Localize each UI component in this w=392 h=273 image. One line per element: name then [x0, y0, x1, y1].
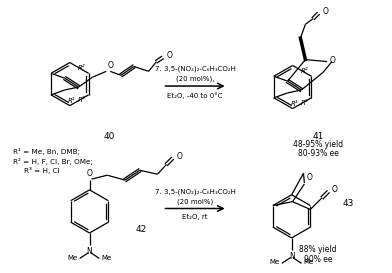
Text: O: O — [330, 56, 336, 65]
Text: R¹ = Me, Bn, DMB;: R¹ = Me, Bn, DMB; — [13, 148, 80, 155]
Text: 40: 40 — [103, 132, 115, 141]
Text: R³ = H, Cl: R³ = H, Cl — [24, 167, 60, 174]
Text: R³: R³ — [301, 100, 309, 106]
Text: 88% yield: 88% yield — [299, 245, 337, 254]
Text: 7. 3,5-(NO₂)₂-C₆H₃CO₂H: 7. 3,5-(NO₂)₂-C₆H₃CO₂H — [154, 66, 236, 72]
Text: R²: R² — [78, 65, 85, 71]
Text: 41: 41 — [312, 132, 324, 141]
Text: Me: Me — [303, 259, 314, 265]
Text: (20 mol%),: (20 mol%), — [176, 76, 214, 82]
Text: O: O — [322, 7, 328, 16]
Text: Me: Me — [67, 254, 78, 260]
Text: Me: Me — [270, 259, 280, 265]
Text: 43: 43 — [342, 199, 354, 208]
Text: 80-93% ee: 80-93% ee — [298, 149, 339, 158]
Text: O: O — [107, 61, 113, 70]
Text: 48-95% yield: 48-95% yield — [293, 140, 343, 149]
Text: R² = H, F, Cl, Br, OMe;: R² = H, F, Cl, Br, OMe; — [13, 158, 93, 165]
Text: R¹: R¹ — [290, 101, 298, 107]
Text: O: O — [176, 152, 182, 161]
Text: Me: Me — [102, 254, 112, 260]
Text: R³: R³ — [78, 97, 85, 103]
Text: O: O — [87, 169, 93, 178]
Text: R¹: R¹ — [68, 98, 75, 104]
Text: (20 mol%): (20 mol%) — [177, 198, 213, 204]
Text: Et₂O, -40 to 0°C: Et₂O, -40 to 0°C — [167, 92, 223, 99]
Text: N: N — [87, 247, 93, 256]
Text: O: O — [166, 51, 172, 60]
Text: Et₂O, rt: Et₂O, rt — [182, 214, 208, 220]
Text: N: N — [289, 252, 294, 261]
Text: 90% ee: 90% ee — [304, 254, 332, 263]
Text: 7. 3,5-(NO₂)₂-C₆H₃CO₂H: 7. 3,5-(NO₂)₂-C₆H₃CO₂H — [154, 188, 236, 195]
Text: 42: 42 — [135, 225, 147, 234]
Text: O: O — [332, 185, 338, 194]
Text: O: O — [307, 173, 312, 182]
Text: R²: R² — [301, 68, 309, 74]
